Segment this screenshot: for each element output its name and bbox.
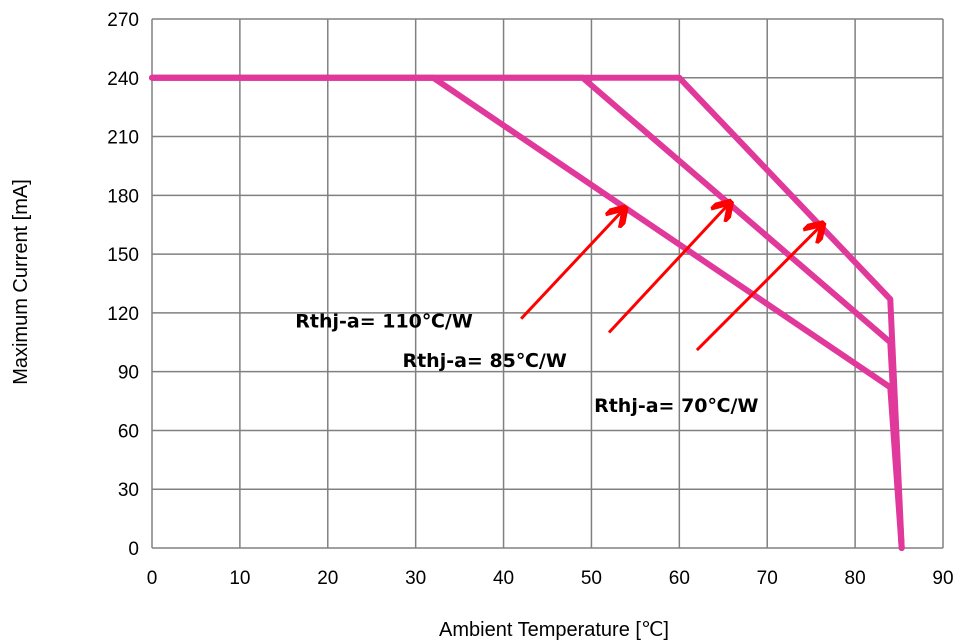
y-tick-label: 30 xyxy=(118,480,139,501)
annotation-label: Rthj-a= 110℃/W xyxy=(295,311,473,333)
x-tick-label: 30 xyxy=(405,568,426,589)
y-tick-label: 120 xyxy=(107,304,139,325)
x-tick-label: 40 xyxy=(493,568,514,589)
x-tick-label: 0 xyxy=(147,568,158,589)
y-tick-label: 60 xyxy=(118,421,139,442)
annotation-label: Rthj-a= 70℃/W xyxy=(594,395,758,417)
annotation-arrow xyxy=(695,227,820,352)
y-tick-label: 240 xyxy=(107,69,139,90)
y-tick-label: 270 xyxy=(107,10,139,31)
grid xyxy=(151,18,944,549)
x-tick-labels: 0 10 20 30 40 50 60 70 80 90 xyxy=(147,568,954,589)
x-tick-label: 70 xyxy=(757,568,778,589)
x-tick-label: 80 xyxy=(845,568,866,589)
annotation-label: Rthj-a= 85℃/W xyxy=(402,350,566,372)
y-tick-label: 180 xyxy=(107,186,139,207)
y-tick-label: 210 xyxy=(107,128,139,149)
series-lines xyxy=(149,74,905,551)
x-tick-label: 20 xyxy=(317,568,338,589)
x-tick-label: 90 xyxy=(932,568,953,589)
x-axis-title: Ambient Temperature [℃] xyxy=(439,619,669,641)
series-line-3 xyxy=(149,74,905,551)
annotation-arrow xyxy=(607,205,728,334)
x-tick-label: 60 xyxy=(669,568,690,589)
y-tick-labels: 0 30 60 90 120 150 180 210 240 270 xyxy=(107,10,139,560)
y-tick-label: 0 xyxy=(128,539,139,560)
y-axis-title: Maximum Current [mA] xyxy=(10,179,32,385)
annotation-arrow xyxy=(520,211,622,320)
x-tick-label: 50 xyxy=(581,568,602,589)
annotation-labels: Rthj-a= 110℃/W Rthj-a= 85℃/W Rthj-a= 70℃/W xyxy=(295,311,758,417)
y-tick-label: 150 xyxy=(107,245,139,266)
x-tick-label: 10 xyxy=(229,568,250,589)
annotation-arrows xyxy=(520,205,820,352)
y-tick-label: 90 xyxy=(118,363,139,384)
